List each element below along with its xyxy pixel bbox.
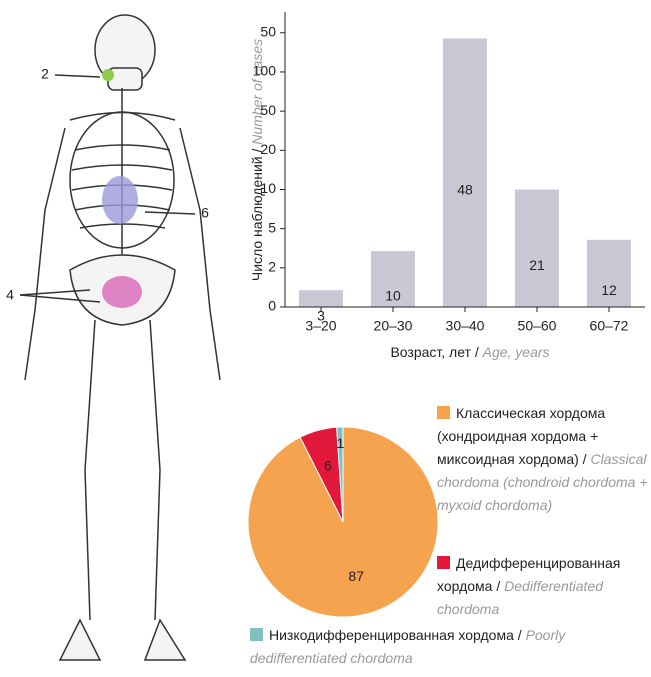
x-axis-title-ru: Возраст, лет / [390,344,478,360]
legend-entry: Классическая хордома (хондроидная хордом… [437,402,651,517]
x-tick-label: 3–20 [305,318,336,334]
bar [299,290,343,307]
skeleton-label: 2 [41,66,49,82]
y-tick-label: 50 [260,102,276,118]
legend-swatch [250,628,263,641]
legend-entry: Дедифференцированная хордома / Dediffere… [437,552,651,621]
y-axis-title-en: Number of cases [249,39,265,145]
y-tick-label: 5 [268,219,276,235]
y-tick-label: 10 [260,180,276,196]
x-axis-title-en: Age, years [482,344,550,360]
legend-label: Классическая хордома (хондроидная хордом… [437,405,605,467]
legend-entry: Низкодифференцированная хордома / Poorly… [250,624,650,670]
bar-value-label: 10 [385,288,401,304]
x-tick-label: 20–30 [374,318,413,334]
x-tick-label: 30–40 [446,318,485,334]
x-tick-label: 60–72 [590,318,629,334]
y-tick-label: 50 [260,23,276,39]
bar-value-label: 21 [529,257,545,273]
bar [443,38,487,307]
x-axis-title: Возраст, лет / Age, years [390,344,549,360]
legend-swatch [437,556,450,569]
bar-value-label: 12 [601,282,617,298]
legend-swatch [437,406,450,419]
bar-value-label: 48 [457,181,473,197]
x-tick-label: 50–60 [518,318,557,334]
legend-label: Низкодифференцированная хордома / [269,627,522,643]
y-tick-label: 20 [260,141,276,157]
skeleton-label: 4 [6,287,14,303]
page: 2 6 4 Число наблюдений / Number of cases… [0,0,651,677]
y-tick-label: 2 [268,259,276,275]
y-tick-label: 0 [268,298,276,314]
y-tick-label: 100 [253,63,277,79]
pie-value-label: 87 [348,568,364,584]
pie-value-label: 6 [324,458,332,474]
pie-value-label: 1 [336,435,344,451]
skeleton-label: 6 [201,205,209,221]
y-axis-title-ru: Число наблюдений / [249,148,265,281]
skeleton [20,15,220,660]
bar [515,189,559,307]
